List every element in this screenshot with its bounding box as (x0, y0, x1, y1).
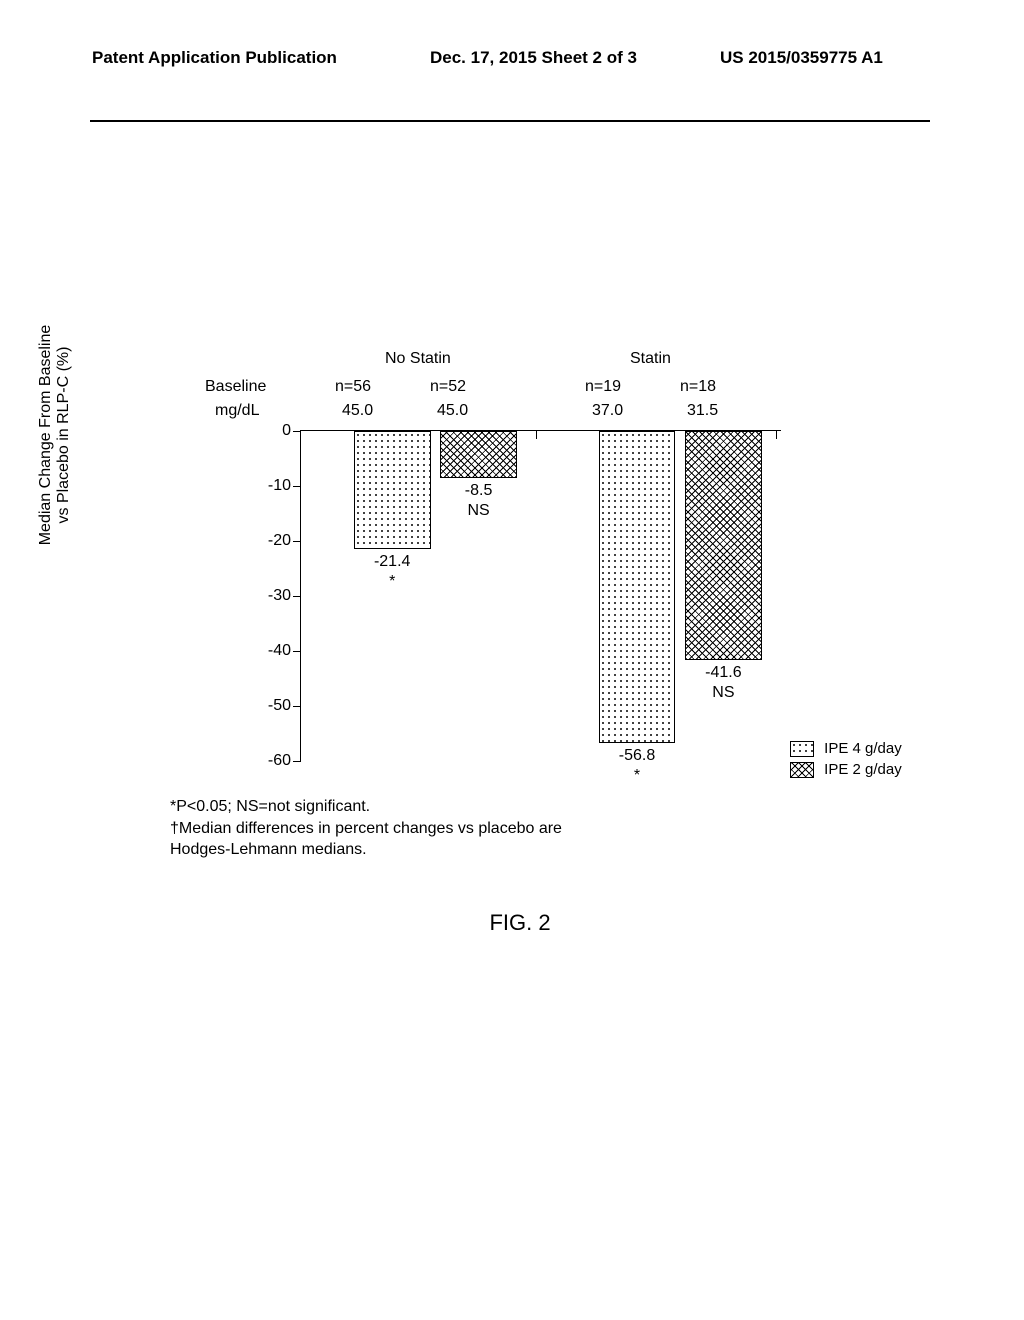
header-middle: Dec. 17, 2015 Sheet 2 of 3 (430, 48, 637, 68)
group-label-statin: Statin (630, 350, 671, 368)
bar (354, 431, 431, 549)
baseline-value: 45.0 (342, 402, 373, 420)
y-tick (293, 706, 301, 707)
y-tick (293, 486, 301, 487)
header-left: Patent Application Publication (92, 48, 337, 68)
header-rule (90, 120, 930, 122)
footnotes: *P<0.05; NS=not significant. †Median dif… (170, 796, 562, 861)
y-tick-label: -30 (268, 587, 291, 605)
plot-area: 0-10-20-30-40-50-60-21.4*-8.5NS-56.8*-41… (300, 430, 781, 761)
header-right: US 2015/0359775 A1 (720, 48, 883, 68)
legend: IPE 4 g/day IPE 2 g/day (790, 740, 902, 782)
y-tick (293, 541, 301, 542)
y-axis-title: Median Change From Baseline vs Placebo i… (37, 270, 73, 600)
bar-sig-label: * (634, 767, 640, 785)
footnote-line: †Median differences in percent changes v… (170, 818, 562, 840)
y-tick-label: -10 (268, 477, 291, 495)
y-tick-label: -40 (268, 642, 291, 660)
bar-sig-label: * (389, 573, 395, 591)
bar-sig-label: NS (712, 684, 734, 702)
footnote-line: Hodges-Lehmann medians. (170, 839, 562, 861)
bar-value-label: -21.4 (374, 553, 410, 571)
bar-value-label: -56.8 (619, 747, 655, 765)
x-tick (776, 431, 778, 439)
y-tick (293, 596, 301, 597)
legend-label: IPE 4 g/day (824, 740, 902, 757)
label-mgdl: mg/dL (215, 402, 259, 420)
y-tick-label: 0 (282, 422, 291, 440)
bar (599, 431, 676, 743)
legend-swatch-dots-icon (790, 741, 814, 757)
n-value: n=52 (430, 378, 466, 396)
y-tick (293, 761, 301, 762)
footnote-line: *P<0.05; NS=not significant. (170, 796, 562, 818)
baseline-value: 37.0 (592, 402, 623, 420)
baseline-value: 45.0 (437, 402, 468, 420)
n-value: n=56 (335, 378, 371, 396)
y-axis-title-line1: Median Change From Baseline (37, 325, 54, 546)
y-axis-title-line2: vs Placebo in RLP-C (%) (55, 347, 72, 524)
legend-item: IPE 2 g/day (790, 761, 902, 778)
bar (440, 431, 517, 478)
y-tick-label: -20 (268, 532, 291, 550)
baseline-value: 31.5 (687, 402, 718, 420)
x-tick (536, 431, 538, 439)
y-tick-label: -60 (268, 752, 291, 770)
n-value: n=19 (585, 378, 621, 396)
bar-value-label: -8.5 (465, 482, 493, 500)
y-tick-label: -50 (268, 697, 291, 715)
bar-value-label: -41.6 (705, 664, 741, 682)
legend-item: IPE 4 g/day (790, 740, 902, 757)
figure-title: FIG. 2 (170, 910, 870, 936)
label-baseline: Baseline (205, 378, 266, 396)
n-value: n=18 (680, 378, 716, 396)
y-tick (293, 431, 301, 432)
legend-swatch-hatch-icon (790, 762, 814, 778)
y-tick (293, 651, 301, 652)
legend-label: IPE 2 g/day (824, 761, 902, 778)
group-label-nostatin: No Statin (385, 350, 451, 368)
bar (685, 431, 762, 660)
bar-sig-label: NS (467, 502, 489, 520)
